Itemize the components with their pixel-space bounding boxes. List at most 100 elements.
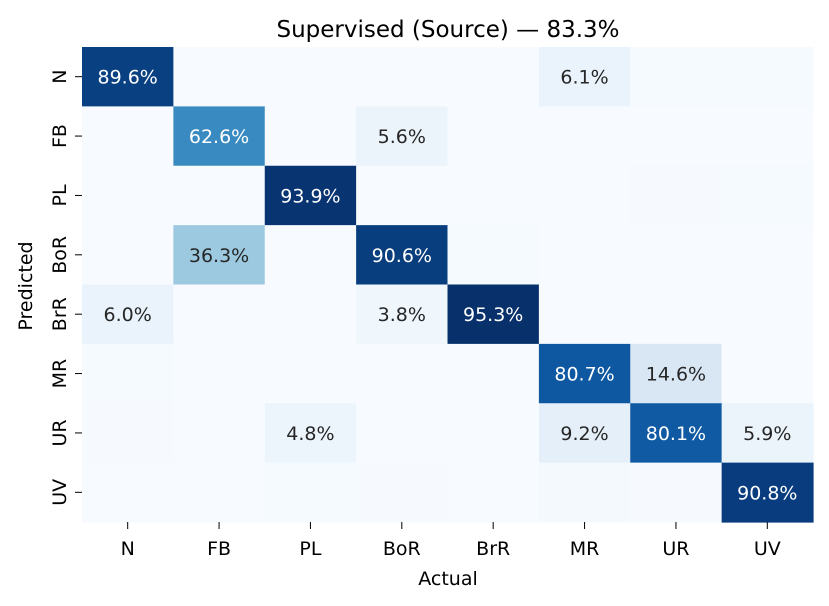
heatmap-cell [538,47,631,107]
heatmap-cell [264,343,357,404]
heatmap-cell [538,403,631,464]
heatmap-cell [538,225,631,286]
heatmap-cell [356,284,449,345]
cell-value-label: 89.6% [98,67,158,89]
heatmap-cell [721,403,814,464]
heatmap-cell [82,225,174,286]
heatmap-cell [173,165,266,226]
y-axis-label: Predicted [15,241,37,330]
heatmap-cell [630,47,723,107]
heatmap-cell [630,165,723,226]
chart-title: Supervised (Source) — 83.3% [276,17,619,43]
heatmap-cell [264,165,357,226]
heatmap-cell [721,284,814,345]
heatmap-cell [264,284,357,345]
heatmap-cell [721,47,814,107]
heatmap-cell [721,462,814,523]
heatmap-cell [630,462,723,523]
x-axis-ticks: N FB PL BoR BrR MR UR UV [121,522,781,560]
cell-value-label: 90.8% [737,482,797,504]
heatmap-cell [721,225,814,286]
x-tick-label: BrR [476,538,510,560]
heatmap-cell [447,403,540,464]
cell-value-label: 5.6% [378,126,426,148]
x-tick-label: FB [207,538,231,560]
heatmap-cell [447,462,540,523]
heatmap-cell [82,284,174,345]
x-tick-label: PL [299,538,321,560]
cell-value-label: 5.9% [743,423,791,445]
heatmap-cell [173,462,266,523]
heatmap-cell [538,165,631,226]
x-tick-label: N [121,538,135,560]
heatmap-cell [356,165,449,226]
heatmap-cell [173,284,266,345]
heatmap-cell [173,403,266,464]
heatmap-cell [264,225,357,286]
heatmap-cell [173,225,266,286]
heatmap-cell [264,47,357,107]
heatmap-cell [82,343,174,404]
heatmap-cell [721,343,814,404]
cell-labels: 89.6% 6.1% 62.6% 5.6% 93.9% 36.3% 90.6% 6.0% 3.8… [98,67,798,505]
cell-value-label: 80.1% [646,423,706,445]
heatmap-cell [82,47,174,107]
heatmap-cell [356,343,449,404]
heatmap-cell [447,225,540,286]
heatmap-cell [356,462,449,523]
heatmap-cell [630,284,723,345]
heatmap-cell [447,106,540,167]
cell-value-label: 9.2% [560,423,608,445]
heatmap-cell [82,462,174,523]
heatmap-cell [173,47,266,107]
cell-value-label: 93.9% [280,185,340,207]
cell-value-label: 36.3% [189,245,249,267]
x-tick-label: BoR [383,538,421,560]
y-tick-label: UR [49,419,71,446]
heatmap-cell [356,47,449,107]
heatmap-cell [82,106,174,167]
heatmap-cell [538,462,631,523]
x-axis-label: Actual [418,568,478,590]
heatmap-cell [82,165,174,226]
cell-value-label: 3.8% [378,304,426,326]
heatmap-cell [447,165,540,226]
heatmap-cell [173,343,266,404]
heatmap-cell [264,403,357,464]
heatmap-cell [356,106,449,167]
heatmap-cell [82,403,174,464]
cell-value-label: 80.7% [554,364,614,386]
heatmap-cell [538,343,631,404]
y-tick-label: PL [49,184,71,206]
cell-value-label: 6.0% [104,304,152,326]
heatmap-cell [447,47,540,107]
y-tick-label: UV [49,479,71,506]
cell-value-label: 6.1% [560,67,608,89]
heatmap-cell [630,225,723,286]
y-tick-label: FB [49,124,71,148]
heatmap-cell [264,462,357,523]
heatmap-cell [721,165,814,226]
heatmap-cell [356,403,449,464]
y-tick-label: BrR [49,297,71,331]
y-tick-label: N [49,70,71,84]
heatmap-cells [82,47,814,523]
heatmap-cell [630,343,723,404]
cell-value-label: 95.3% [463,304,523,326]
heatmap-cell [721,106,814,167]
heatmap-cell [447,284,540,345]
cell-value-label: 90.6% [372,245,432,267]
cell-value-label: 62.6% [189,126,249,148]
heatmap-cell [538,284,631,345]
cell-value-label: 14.6% [646,364,706,386]
heatmap-cell [173,106,266,167]
heatmap-cell [264,106,357,167]
heatmap-cell [630,106,723,167]
y-axis-ticks: N FB PL BoR BrR MR UR UV [49,70,82,506]
y-tick-label: BoR [49,236,71,274]
heatmap-cell [538,106,631,167]
y-tick-label: MR [49,359,71,389]
heatmap-cell [356,225,449,286]
heatmap-cell [447,343,540,404]
